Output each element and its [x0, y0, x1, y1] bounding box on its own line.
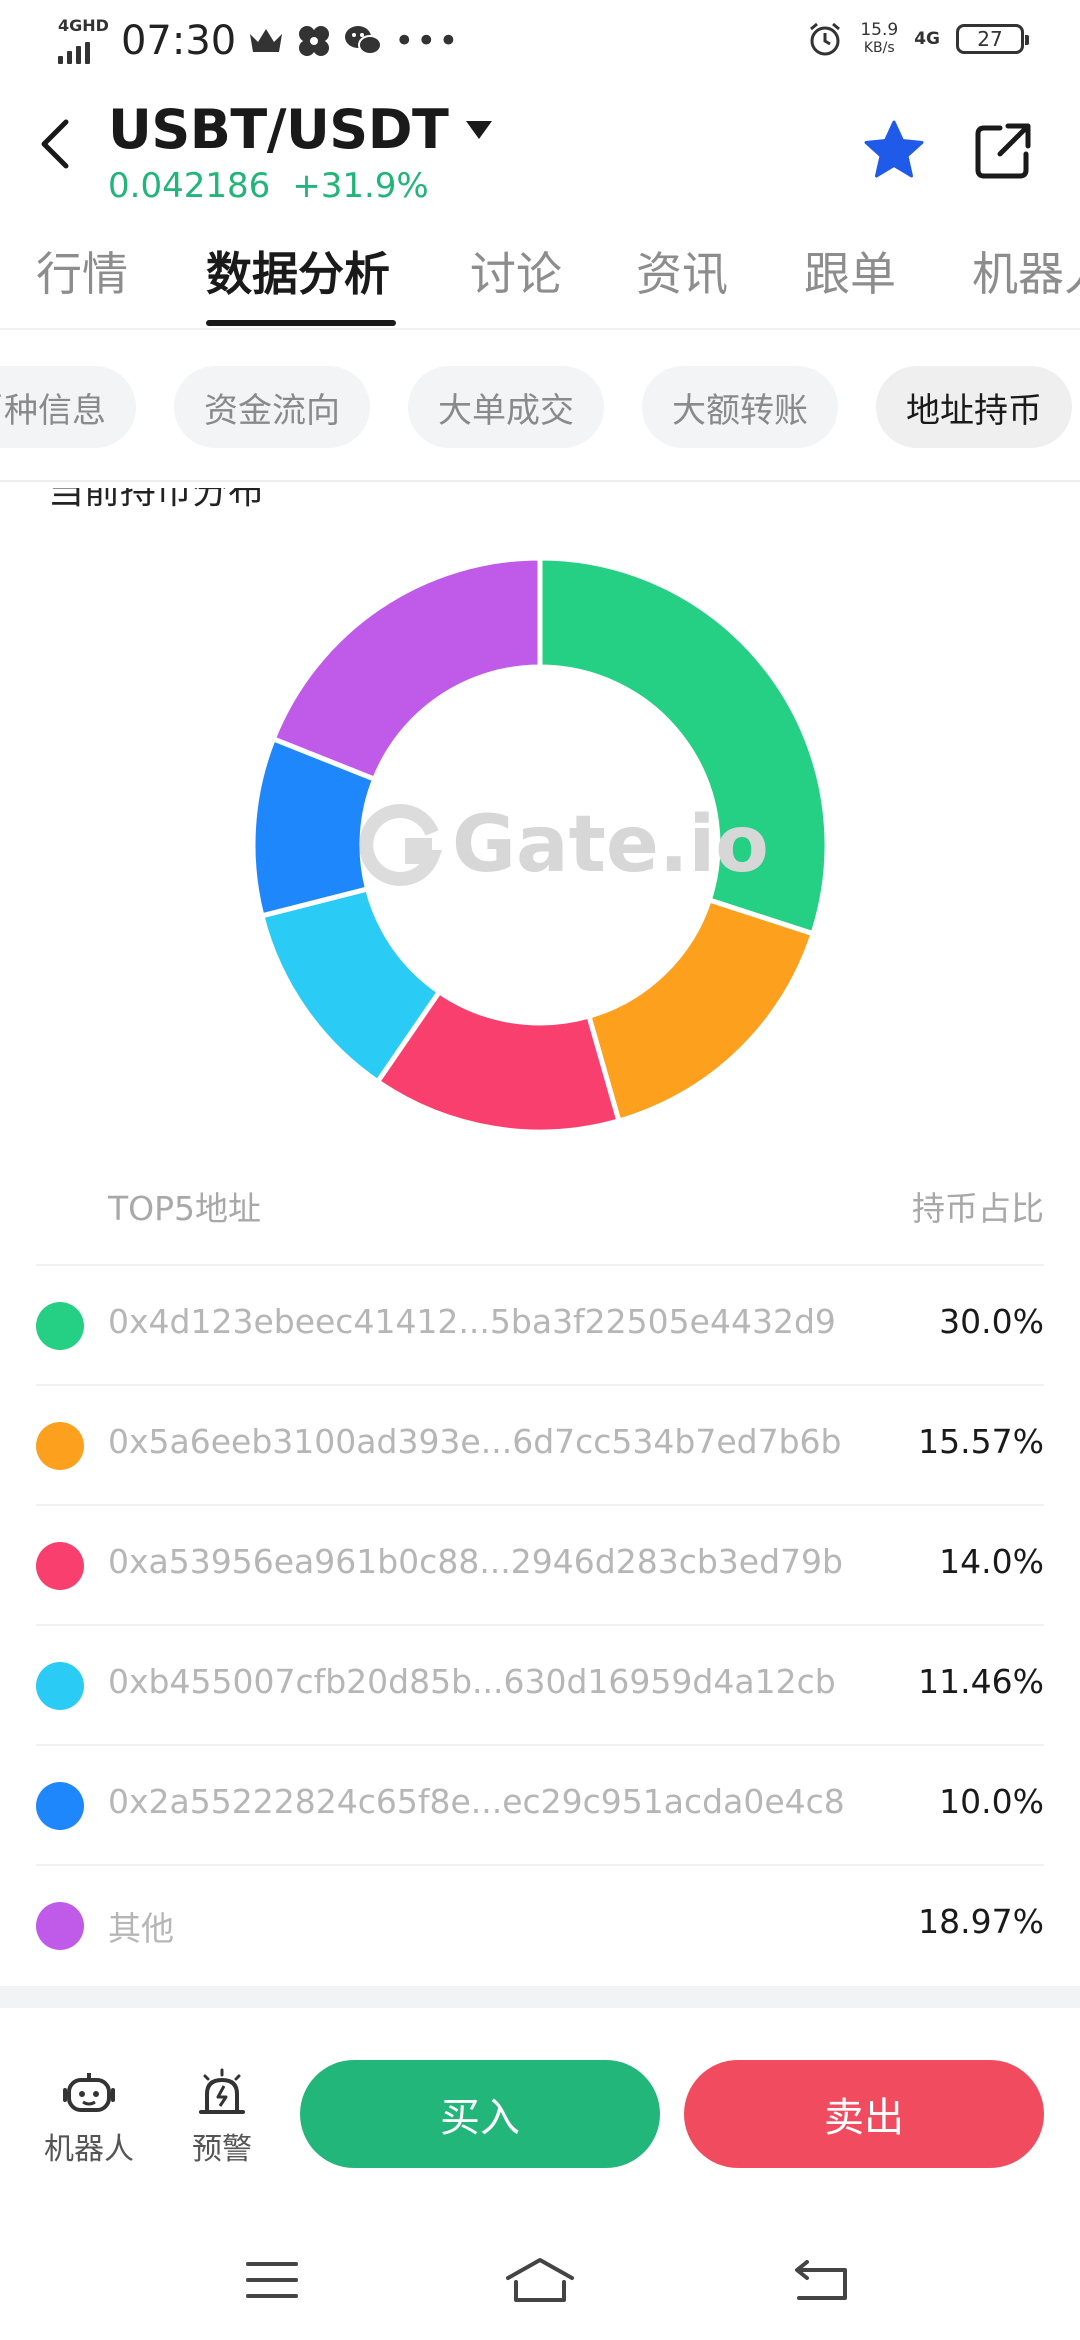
tab-robot[interactable]: 机器人	[972, 247, 1080, 301]
table-row: 0xb455007cfb20d85b...630d16959d4a12cb 11…	[36, 1624, 1044, 1744]
tab-news[interactable]: 资讯	[636, 247, 728, 301]
battery-icon: 27	[956, 24, 1029, 54]
more-notifications-icon: •••	[394, 21, 461, 61]
alarm-bell-icon	[199, 2068, 245, 2114]
network-type: 4GHD	[58, 16, 109, 35]
home-nav-button[interactable]	[500, 2240, 580, 2320]
holder-address: 0xb455007cfb20d85b...630d16959d4a12cb	[108, 1662, 836, 1701]
section-title: 当前持币分布	[48, 471, 265, 512]
back-nav-button[interactable]	[782, 2240, 862, 2320]
sell-button[interactable]: 卖出	[684, 2060, 1044, 2168]
section-separator	[0, 1986, 1080, 2008]
robot-icon	[63, 2073, 115, 2112]
holding-share: 30.0%	[939, 1302, 1044, 1341]
holding-share: 11.46%	[918, 1662, 1044, 1701]
main-tabs: 行情 数据分析 讨论 资讯 跟单 机器人	[0, 228, 1080, 330]
share-button[interactable]	[972, 120, 1034, 182]
alert-label: 预警	[192, 2132, 252, 2167]
holder-address: 0x5a6eeb3100ad393e...6d7cc534b7ed7b6b	[108, 1422, 842, 1461]
price-change: +31.9%	[292, 166, 429, 206]
buy-button[interactable]: 买入	[300, 2060, 660, 2168]
gate-watermark: Gate.io	[360, 800, 769, 890]
clock: 07:30	[120, 18, 237, 64]
share-icon	[975, 123, 1031, 179]
bottom-action-bar: 机器人 预警 买入 卖出	[0, 2008, 1080, 2218]
table-row: 其他 18.97%	[36, 1864, 1044, 1984]
chevron-left-icon	[41, 119, 69, 169]
holding-share: 15.57%	[918, 1422, 1044, 1461]
sub-tabs: 币种信息 资金流向 大单成交 大额转账 地址持币	[0, 360, 1080, 450]
status-bar: 4GHD 07:30 ••• 15.9 KB/s 4G 27	[0, 0, 1080, 84]
back-button[interactable]	[30, 114, 80, 174]
crown-icon	[250, 29, 283, 52]
return-icon	[795, 2260, 847, 2300]
home-icon	[506, 2258, 574, 2302]
holding-share: 18.97%	[918, 1902, 1044, 1941]
table-row: 0x4d123ebeec41412...5ba3f22505e4432d9 30…	[36, 1264, 1044, 1384]
holder-address: 0x4d123ebeec41412...5ba3f22505e4432d9	[108, 1302, 836, 1341]
chip-address-holdings[interactable]: 地址持币	[876, 366, 1072, 448]
holder-address: 0x2a55222824c65f8e...ec29c951acda0e4c8	[108, 1782, 845, 1821]
star-icon	[864, 120, 924, 178]
signal-icon	[58, 36, 90, 64]
menu-icon	[246, 2262, 298, 2298]
pair-name: USBT/USDT	[108, 98, 449, 161]
tab-market[interactable]: 行情	[36, 247, 128, 301]
network-speed: 15.9 KB/s	[860, 20, 899, 56]
holdings-table-header: TOP5地址 持币占比	[0, 1170, 1080, 1230]
robot-button[interactable]: 机器人	[44, 2068, 134, 2168]
legend-dot	[36, 1422, 84, 1470]
header: USBT/USDT 0.042186 +31.9%	[0, 84, 1080, 214]
tab-copy-trading[interactable]: 跟单	[804, 247, 896, 301]
alarm-icon	[810, 22, 841, 56]
tab-data-analysis[interactable]: 数据分析	[206, 247, 390, 301]
mobile-data-indicator: 4G	[914, 29, 940, 49]
table-row: 0x2a55222824c65f8e...ec29c951acda0e4c8 1…	[36, 1744, 1044, 1864]
pair-selector[interactable]: USBT/USDT	[108, 98, 493, 161]
pie-slice-1	[537, 555, 830, 937]
table-row: 0x5a6eeb3100ad393e...6d7cc534b7ed7b6b 15…	[36, 1384, 1044, 1504]
chips-divider	[0, 480, 1080, 482]
column-share: 持币占比	[912, 1189, 1044, 1228]
chip-large-orders[interactable]: 大单成交	[408, 366, 604, 448]
table-row: 0xa53956ea961b0c88...2946d283cb3ed79b 14…	[36, 1504, 1044, 1624]
legend-dot	[36, 1302, 84, 1350]
pie-slice-2	[585, 896, 817, 1125]
active-tab-indicator	[206, 320, 396, 326]
system-nav-bar	[0, 2218, 1080, 2340]
pinwheel-icon	[299, 26, 330, 56]
holding-share: 14.0%	[939, 1542, 1044, 1581]
legend-dot	[36, 1662, 84, 1710]
chip-large-transfers[interactable]: 大额转账	[642, 366, 838, 448]
last-price: 0.042186	[108, 166, 271, 206]
wechat-icon	[345, 26, 383, 55]
robot-label: 机器人	[44, 2132, 134, 2167]
legend-dot	[36, 1542, 84, 1590]
holdings-list: 0x4d123ebeec41412...5ba3f22505e4432d9 30…	[36, 1264, 1044, 1984]
chip-fund-flow[interactable]: 资金流向	[174, 366, 370, 448]
menu-nav-button[interactable]	[232, 2240, 312, 2320]
tab-discussion[interactable]: 讨论	[470, 247, 562, 301]
legend-dot	[36, 1902, 84, 1950]
price-row: 0.042186 +31.9%	[108, 166, 429, 206]
legend-dot	[36, 1782, 84, 1830]
alert-button[interactable]: 预警	[192, 2068, 252, 2168]
holder-address: 0xa53956ea961b0c88...2946d283cb3ed79b	[108, 1542, 843, 1581]
chip-coin-info[interactable]: 币种信息	[0, 366, 136, 448]
holder-address: 其他	[108, 1909, 174, 1948]
caret-down-icon	[466, 120, 493, 139]
holding-share: 10.0%	[939, 1782, 1044, 1821]
gate-logo-icon	[360, 804, 443, 886]
pie-slice-6	[270, 555, 543, 783]
favorite-button[interactable]	[862, 118, 926, 182]
column-address: TOP5地址	[108, 1189, 262, 1228]
